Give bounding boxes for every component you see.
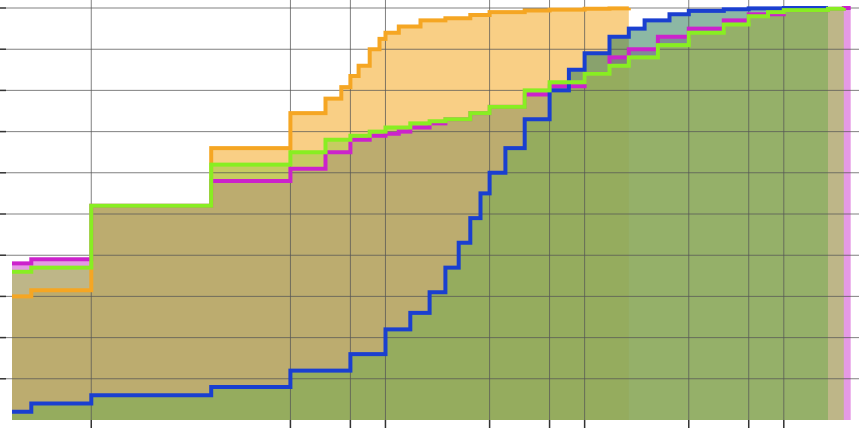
series-line-orange bbox=[12, 6, 631, 299]
series-line-blue bbox=[12, 6, 828, 414]
series-line-green bbox=[12, 6, 846, 274]
